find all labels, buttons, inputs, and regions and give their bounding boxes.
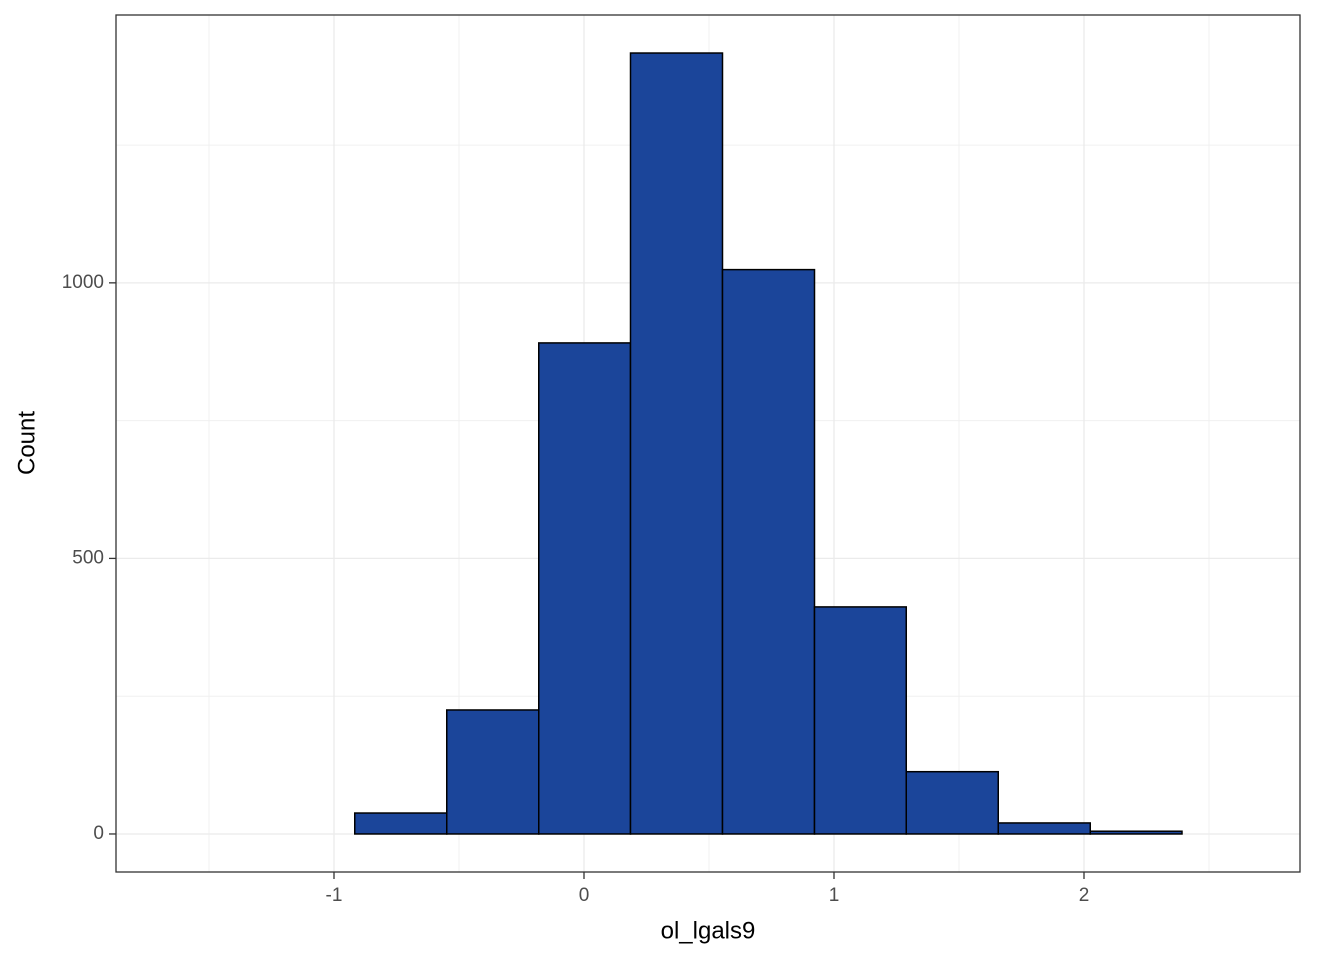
- bar: [354, 812, 448, 835]
- bars: [354, 52, 1183, 835]
- y-tick-label: 1000: [62, 272, 104, 293]
- y-tick-label: 500: [72, 547, 104, 568]
- x-tick-label: 2: [1079, 885, 1090, 906]
- bar: [997, 822, 1091, 835]
- x-tick-label: -1: [326, 885, 343, 906]
- bar: [446, 709, 540, 835]
- y-tick-label: 0: [93, 823, 104, 844]
- x-tick-label: 0: [579, 885, 590, 906]
- panel-border: [115, 14, 1301, 873]
- bar: [721, 268, 816, 835]
- y-axis-title: Count: [13, 411, 40, 475]
- bar: [813, 606, 907, 835]
- bar: [1089, 830, 1183, 835]
- bar: [905, 770, 999, 835]
- bar: [629, 52, 724, 835]
- bar: [538, 342, 632, 835]
- x-tick-label: 1: [829, 885, 840, 906]
- x-axis-title: ol_lgals9: [661, 917, 756, 944]
